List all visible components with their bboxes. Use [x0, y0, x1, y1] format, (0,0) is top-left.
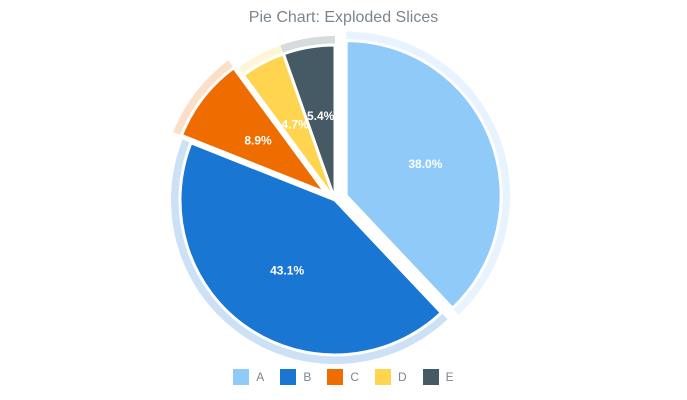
- slice-label-d: 4.7%: [281, 118, 309, 132]
- pie-slice-b[interactable]: [178, 141, 443, 357]
- legend-item-e[interactable]: E: [422, 369, 454, 385]
- legend-item-b[interactable]: B: [280, 369, 311, 385]
- legend-swatch: [280, 369, 297, 385]
- slice-label-c: 8.9%: [244, 134, 272, 148]
- legend-label: E: [445, 370, 454, 384]
- slice-label-a: 38.0%: [408, 157, 442, 171]
- legend-swatch: [233, 369, 250, 385]
- legend-item-a[interactable]: A: [233, 369, 264, 385]
- pie-slice-e[interactable]: [281, 43, 337, 202]
- legend-item-c[interactable]: C: [327, 369, 359, 385]
- legend-swatch: [422, 369, 439, 385]
- legend-swatch: [327, 369, 344, 385]
- legend-item-d[interactable]: D: [375, 369, 407, 385]
- legend-label: C: [350, 370, 359, 384]
- legend-label: D: [398, 370, 407, 384]
- legend-label: A: [256, 370, 265, 384]
- legend: A B C D E: [0, 369, 687, 385]
- pie-slice-a[interactable]: [344, 39, 503, 310]
- pie-slice-c[interactable]: [179, 66, 328, 195]
- slice-label-e: 5.4%: [307, 109, 335, 123]
- chart-title: Pie Chart: Exploded Slices: [248, 9, 439, 26]
- legend-label: B: [303, 370, 312, 384]
- legend-swatch: [375, 369, 391, 385]
- slice-label-b: 43.1%: [270, 264, 304, 278]
